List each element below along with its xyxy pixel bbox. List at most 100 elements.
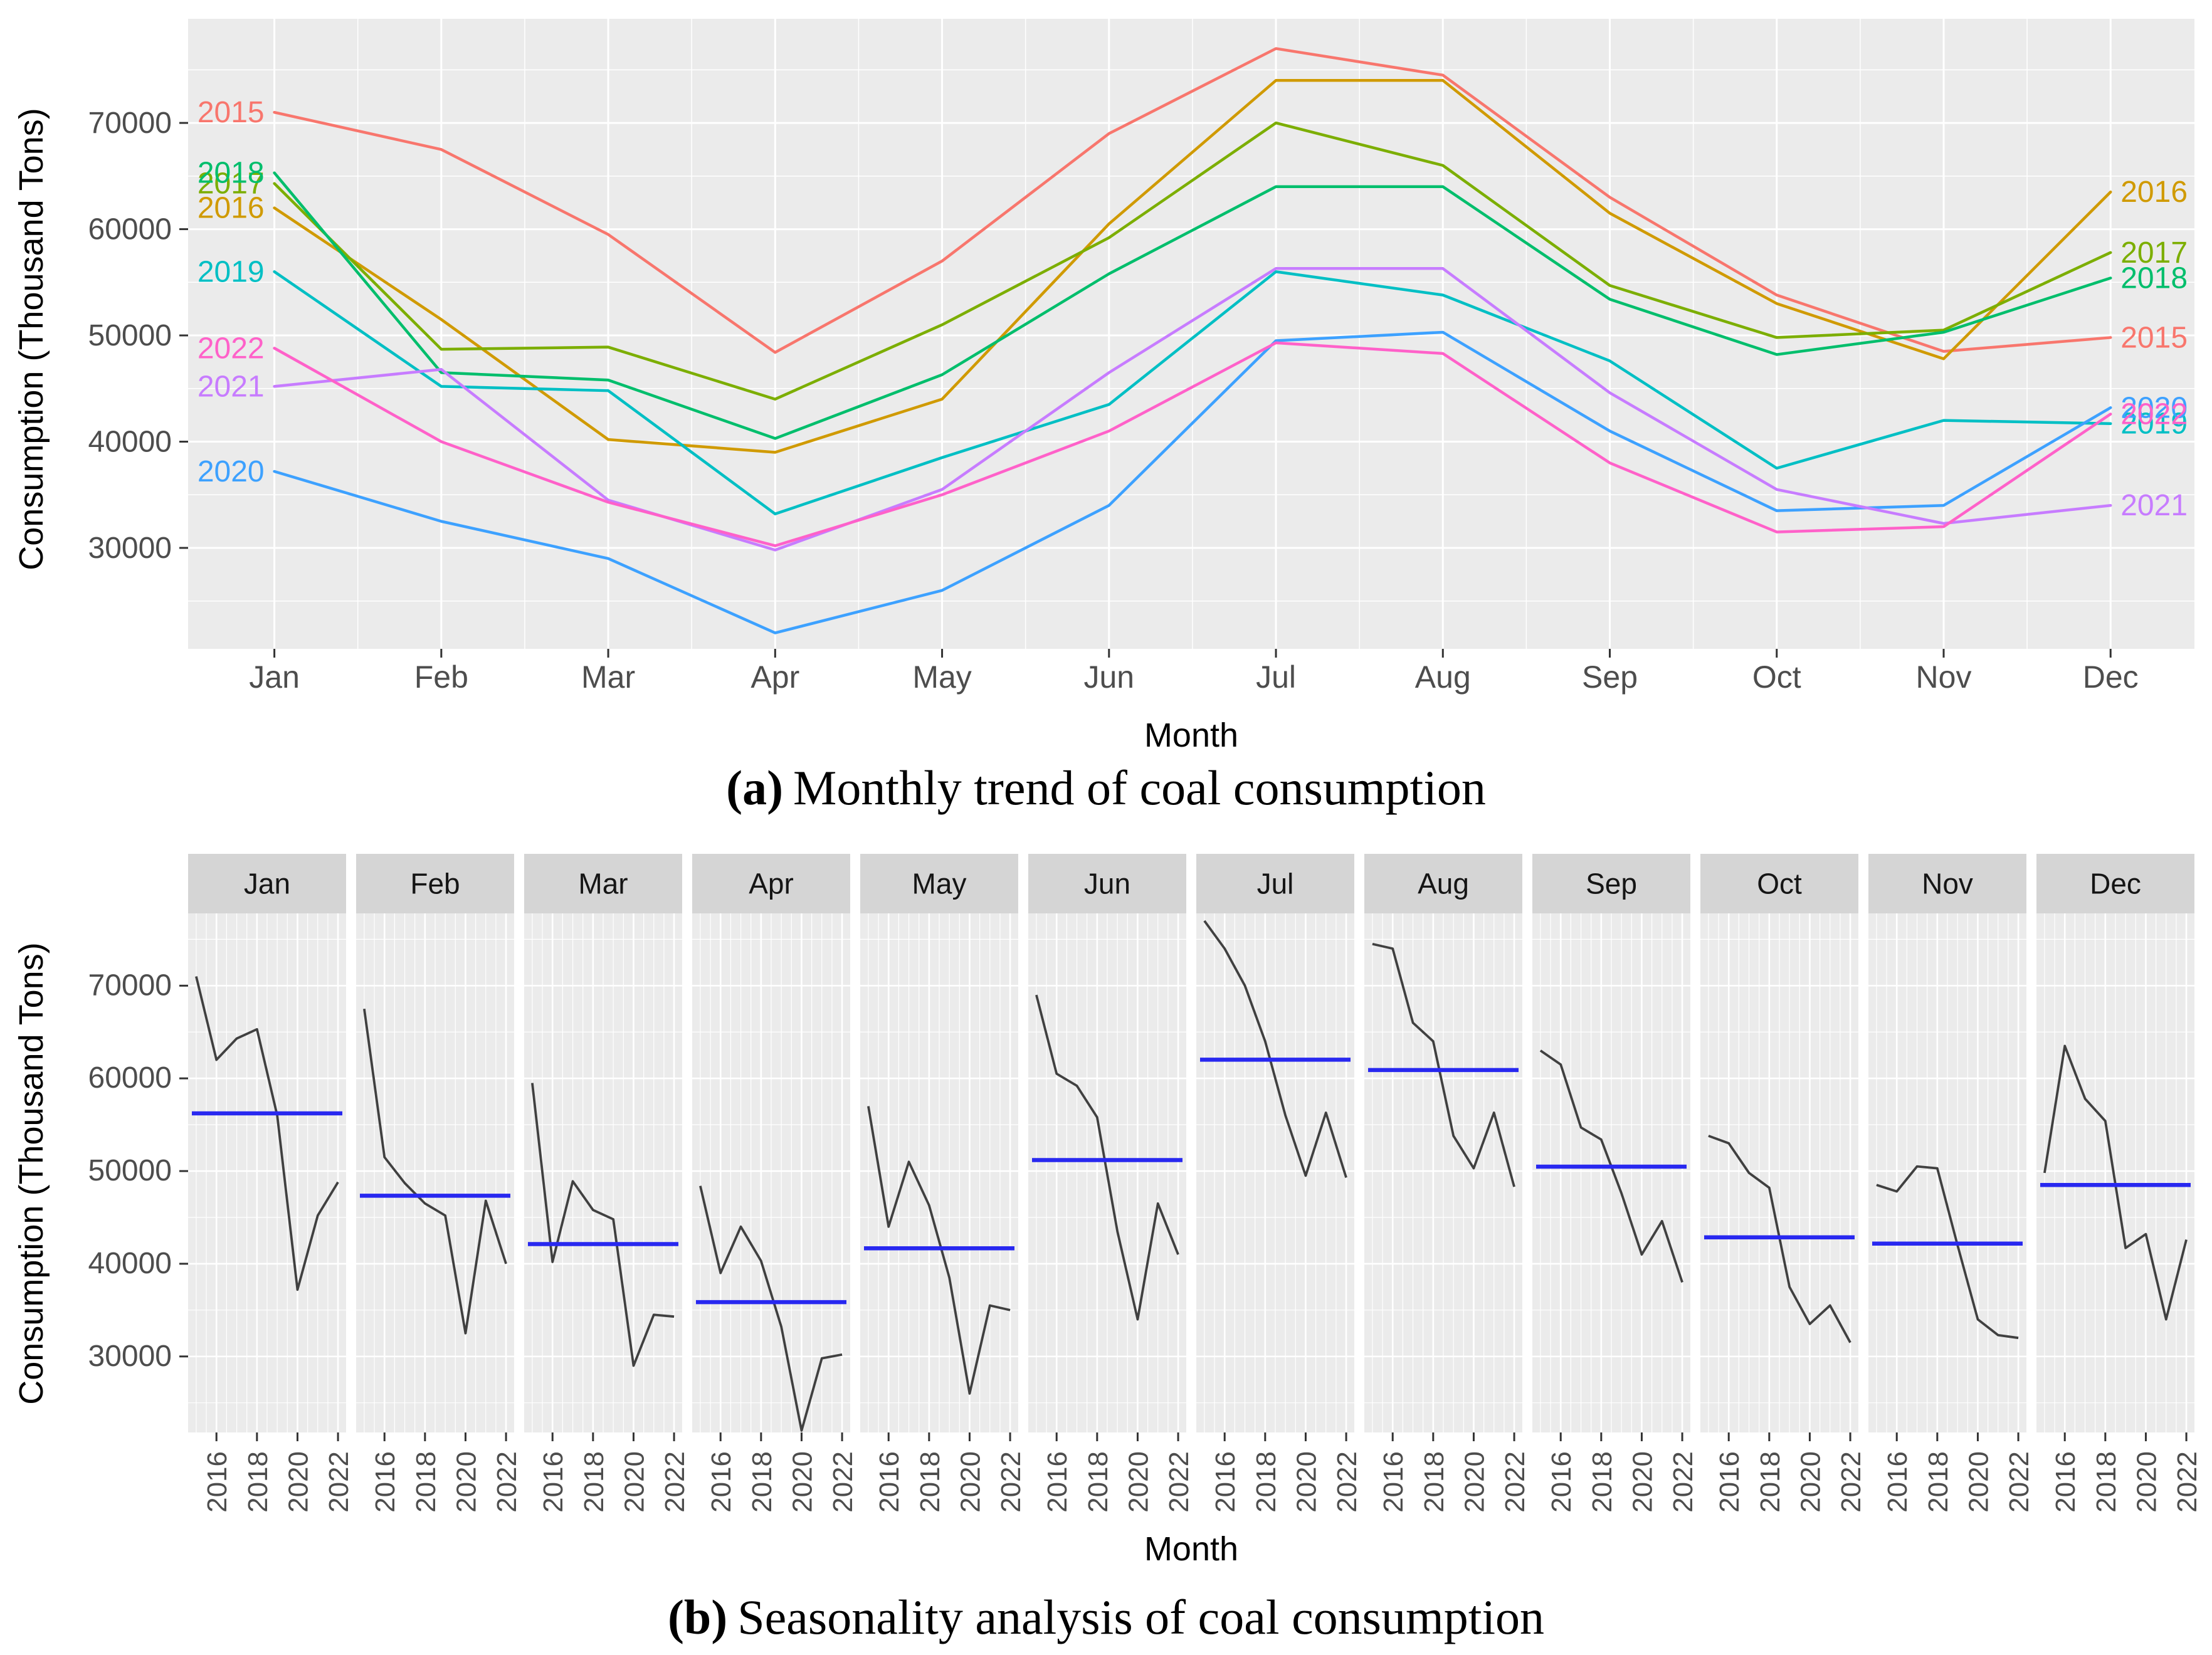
x-tick-label-b: 2016 [2050, 1451, 2081, 1513]
x-tick-label-b: 2022 [1836, 1451, 1867, 1513]
facet-strip-label: May [912, 868, 967, 900]
x-axis-title-a: Month [1144, 717, 1239, 754]
series-label-left-2016: 2016 [198, 192, 265, 225]
x-tick-label-b: 2020 [451, 1451, 482, 1513]
seasonality-chart: 30000 40000 50000 60000 70000 Jan 2016 2018 2020… [88, 854, 2203, 1513]
series-line-2020 [273, 330, 2112, 634]
series-line-2018 [273, 171, 2112, 440]
y-tick-label-a: 50000 [88, 319, 172, 352]
series-label-left-2017: 2017 [198, 167, 265, 201]
x-tick-label-b: 2018 [747, 1451, 777, 1513]
series-label-left-2021: 2021 [198, 370, 265, 403]
x-tick-label-b: 2018 [579, 1451, 609, 1513]
x-tick-label-b: 2022 [660, 1451, 690, 1513]
y-tick-label-a: 40000 [88, 426, 172, 459]
series-label-right-2016: 2016 [2120, 176, 2188, 209]
seasonal-line [867, 1106, 1011, 1395]
caption-b: (b) Seasonality analysis of coal consumpt… [0, 1589, 2212, 1646]
x-tick-label-b: 2020 [1627, 1451, 1658, 1513]
series-line-2021 [273, 267, 2112, 552]
x-tick-label-b: 2018 [1083, 1451, 1114, 1513]
series-line-2016 [273, 79, 2112, 454]
x-tick-label-a: Apr [750, 659, 799, 695]
series-label-right-2020: 2020 [2120, 391, 2188, 424]
x-tick-label-b: 2022 [996, 1451, 1026, 1513]
facet-strip [1028, 854, 1186, 913]
facet-strip-label: Jan [244, 868, 290, 900]
facet-strip [1868, 854, 2026, 913]
series-label-right-2015: 2015 [2120, 321, 2188, 354]
x-tick-label-a: May [912, 659, 971, 695]
series-label-right-2022: 2022 [2120, 397, 2188, 431]
x-tick-label-b: 2020 [1795, 1451, 1826, 1513]
y-axis-title-b: Consumption (Thousand Tons) [13, 942, 50, 1405]
x-tick-label-b: 2018 [1419, 1451, 1450, 1513]
facet-strip [356, 854, 514, 913]
facet-oct: Oct 2016 2018 2020 2022 [1700, 854, 1867, 1513]
facet-strip [524, 854, 682, 913]
x-tick-label-b: 2016 [1882, 1451, 1913, 1513]
x-tick-label-b: 2018 [1755, 1451, 1786, 1513]
series-label-right-2019: 2019 [2120, 407, 2188, 441]
x-tick-label-b: 2016 [874, 1451, 905, 1513]
facet-jul: Jul 2016 2018 2020 2022 [1196, 854, 1362, 1513]
series-label-left-2019: 2019 [198, 255, 265, 288]
facet-strip [692, 854, 850, 913]
x-tick-label-b: 2022 [2004, 1451, 2035, 1513]
x-tick-label-b: 2016 [538, 1451, 569, 1513]
series-label-left-2015: 2015 [198, 96, 265, 129]
series-line-2015 [273, 47, 2112, 354]
x-tick-label-b: 2018 [411, 1451, 441, 1513]
x-tick-label-b: 2022 [1668, 1451, 1698, 1513]
caption-b-label: (b) [667, 1590, 728, 1644]
x-tick-label-b: 2016 [1714, 1451, 1745, 1513]
facet-strip-label: Jul [1257, 868, 1294, 900]
facet-sep: Sep 2016 2018 2020 2022 [1532, 854, 1698, 1513]
x-tick-label-b: 2020 [1291, 1451, 1322, 1513]
x-tick-label-b: 2016 [1210, 1451, 1241, 1513]
seasonal-line [1203, 920, 1347, 1178]
x-tick-label-b: 2020 [619, 1451, 650, 1513]
seasonal-line [1372, 942, 1515, 1187]
x-tick-label-b: 2016 [1546, 1451, 1577, 1513]
x-tick-label-b: 2020 [2131, 1451, 2162, 1513]
facet-strip-label: Nov [1922, 868, 1973, 900]
facet-apr: Apr 2016 2018 2020 2022 [692, 854, 858, 1513]
series-label-left-2022: 2022 [198, 332, 265, 365]
x-tick-label-b: 2020 [1963, 1451, 1994, 1513]
x-tick-label-b: 2018 [1923, 1451, 1954, 1513]
caption-a: (a) Monthly trend of coal consumption [0, 760, 2212, 816]
y-axis-title-a: Consumption (Thousand Tons) [13, 108, 50, 570]
axis-ticks-b: 30000 40000 50000 60000 70000 [88, 969, 188, 1373]
seasonal-line [1876, 1165, 2019, 1340]
x-tick-label-b: 2018 [1251, 1451, 1282, 1513]
facet-strip [188, 854, 346, 913]
facet-strip-label: Oct [1757, 868, 1802, 900]
facet-strip [1196, 854, 1354, 913]
facet-dec: Dec 2016 2018 2020 2022 [2036, 854, 2203, 1513]
series-label-left-2018: 2018 [198, 157, 265, 190]
facet-strip-label: Aug [1418, 868, 1469, 900]
facet-strip-label: Apr [749, 868, 794, 900]
x-tick-label-b: 2016 [706, 1451, 737, 1513]
facet-feb: Feb 2016 2018 2020 2022 [356, 854, 522, 1513]
x-tick-label-b: 2016 [1042, 1451, 1073, 1513]
x-tick-label-b: 2020 [787, 1451, 818, 1513]
facet-jun: Jun 2016 2018 2020 2022 [1028, 854, 1194, 1513]
x-tick-label-b: 2018 [1587, 1451, 1618, 1513]
series-line-2022 [273, 341, 2112, 547]
x-tick-label-b: 2018 [243, 1451, 273, 1513]
series-line-2017 [273, 121, 2112, 401]
facet-strip [1364, 854, 1522, 913]
facet-mar: Mar 2016 2018 2020 2022 [524, 854, 690, 1513]
x-tick-label-b: 2022 [2172, 1451, 2203, 1513]
axis-ticks-a: Jan Feb Mar Apr May Jun Jul Aug Sep Oct Nov Dec 3000… [88, 107, 2139, 695]
x-tick-label-b: 2016 [370, 1451, 401, 1513]
seasonal-line [531, 1083, 675, 1367]
x-tick-label-b: 2022 [828, 1451, 858, 1513]
x-tick-label-b: 2022 [1500, 1451, 1530, 1513]
x-tick-label-b: 2022 [1164, 1451, 1194, 1513]
y-tick-label-a: 30000 [88, 532, 172, 565]
y-tick-label-b: 50000 [88, 1154, 172, 1187]
